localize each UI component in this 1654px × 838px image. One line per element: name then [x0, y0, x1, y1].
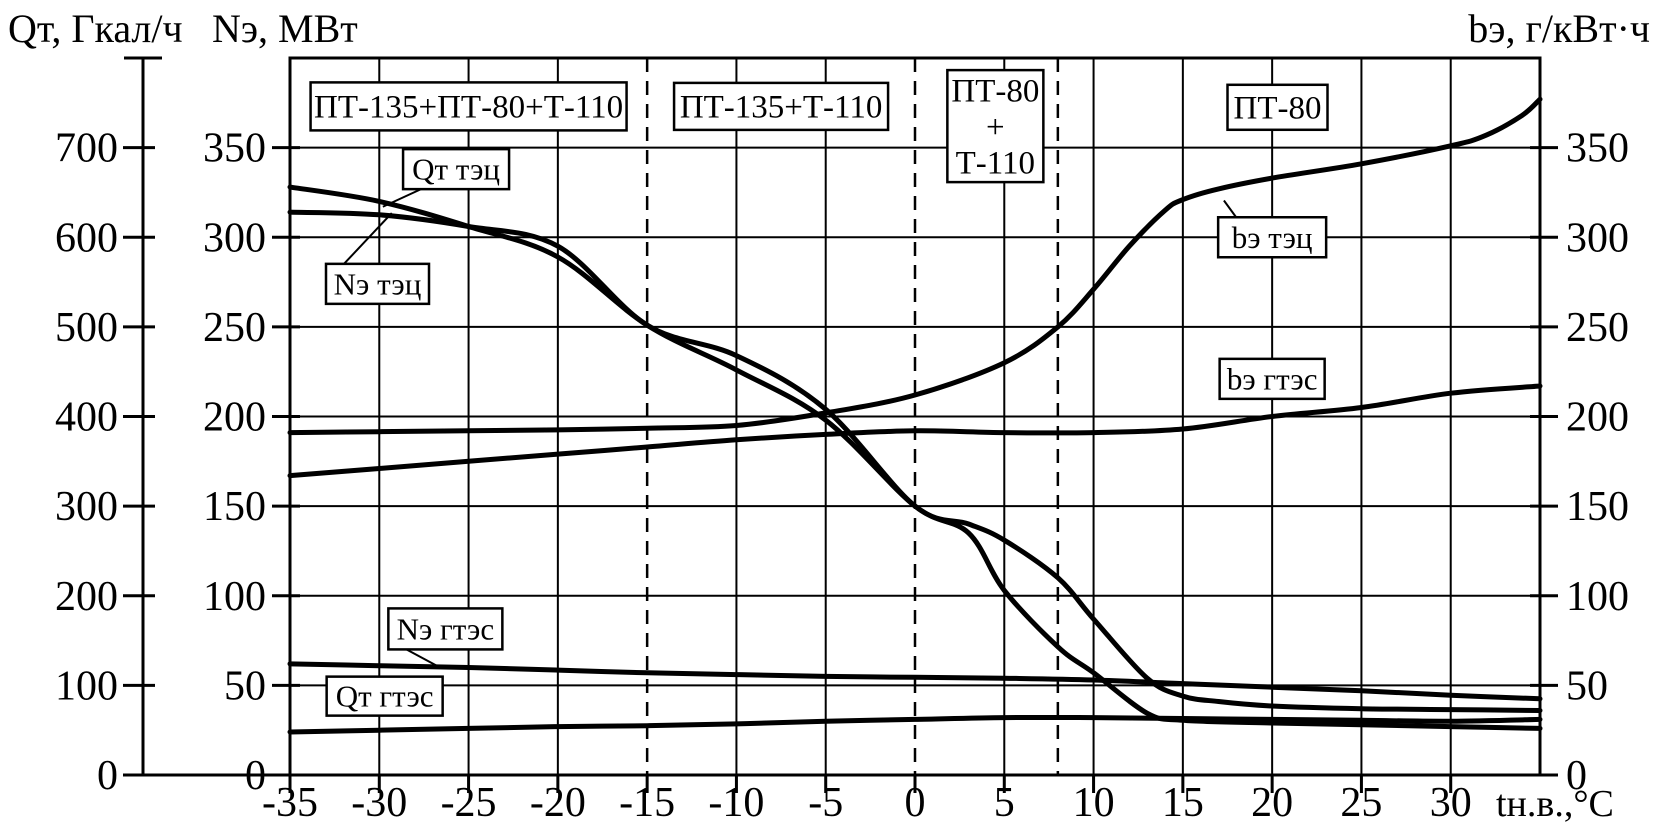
curve-label-ne-gtes-box	[387, 607, 504, 651]
x-axis-tick-label: -25	[441, 780, 497, 826]
heat-axis-tick-label: 400	[55, 395, 118, 441]
x-axis-tick-label: 25	[1340, 780, 1382, 826]
region-label-r1-text: ПТ-135+ПТ-80+Т-110	[314, 90, 623, 126]
curve-ne-gtes	[287, 661, 1543, 702]
label-leader-line	[382, 188, 422, 208]
rate-axis-tick-label: 350	[1566, 126, 1629, 172]
x-axis-tick-label: -35	[262, 780, 318, 826]
x-axis-tick-label: 30	[1430, 780, 1472, 826]
power-axis-tick-label: 0	[245, 753, 266, 799]
x-axis-title: tн.в.,°C	[1496, 783, 1614, 825]
curve-be-gtes	[287, 383, 1543, 479]
x-axis-tick-label: 15	[1162, 780, 1204, 826]
curve-label-be-tec-text: bэ тэц	[1232, 220, 1313, 255]
curve-label-qt-tec-box	[401, 147, 511, 191]
power-axis-tick-label: 350	[203, 126, 266, 172]
x-axis-tick-label: -5	[808, 780, 843, 826]
rate-axis-tick-label: 200	[1566, 395, 1629, 441]
curve-be-tec	[287, 96, 1543, 436]
heat-axis-tick-label: 600	[55, 215, 118, 261]
region-label-r2-text: ПТ-135+Т-110	[680, 90, 883, 126]
curve-qt-gtes	[287, 714, 1543, 735]
rate-axis-tick-label: 300	[1566, 215, 1629, 261]
heat-axis-tick-label: 300	[55, 484, 118, 530]
curve-label-be-gtes-box	[1218, 357, 1326, 401]
x-axis-tick-label: -10	[708, 780, 764, 826]
curve-label-ne-tec-text: Nэ тэц	[334, 266, 422, 301]
x-axis-tick-label: 20	[1251, 780, 1293, 826]
rate-axis-tick-label: 150	[1566, 484, 1629, 530]
rate-axis-tick-label: 250	[1566, 305, 1629, 351]
region-label-r3-box	[946, 68, 1045, 184]
power-axis-tick-label: 50	[224, 663, 266, 709]
rate-axis-tick-label: 0	[1566, 753, 1587, 799]
heat-axis-title: Qт, Гкал/ч	[8, 6, 183, 51]
power-axis-tick-label: 300	[203, 215, 266, 261]
curve-label-qt-gtes-box	[325, 675, 444, 717]
heat-axis-tick-label: 500	[55, 305, 118, 351]
x-axis-tick-label: 5	[994, 780, 1015, 826]
rate-axis-tick-label: 100	[1566, 574, 1629, 620]
x-axis-tick-label: -20	[530, 780, 586, 826]
heat-axis-tick-label: 700	[55, 126, 118, 172]
region-label-r4-box	[1226, 83, 1329, 132]
region-label-r3-text: +	[986, 109, 1005, 145]
curve-label-qt-tec-text: Qт тэц	[412, 152, 500, 187]
region-label-r2-box	[672, 81, 890, 132]
power-axis-tick-label: 200	[203, 395, 266, 441]
curve-label-ne-tec-box	[324, 262, 431, 306]
x-axis-tick-label: 0	[905, 780, 926, 826]
x-axis-tick-label: -30	[351, 780, 407, 826]
plot-area: 0100200300400500600700050100150200250300…	[55, 56, 1629, 826]
curve-label-qt-gtes-text: Qт гтэс	[336, 679, 434, 714]
rate-axis-tick-label: 50	[1566, 663, 1608, 709]
label-leader-line	[405, 648, 439, 668]
region-label-r4-text: ПТ-80	[1234, 91, 1322, 127]
rate-axis-title: bэ, г/кВт·ч	[1468, 6, 1650, 51]
power-axis-tick-label: 100	[203, 574, 266, 620]
heat-axis-tick-label: 200	[55, 574, 118, 620]
x-axis-tick-label: 10	[1073, 780, 1115, 826]
heat-axis-tick-label: 0	[97, 753, 118, 799]
region-label-r3-text: ПТ-80	[951, 73, 1039, 109]
curve-label-be-tec-box	[1216, 216, 1328, 259]
label-leader-line	[343, 212, 393, 265]
x-axis-tick-label: -15	[619, 780, 675, 826]
region-label-r1-box	[309, 81, 628, 132]
curve-label-be-gtes-text: bэ гтэс	[1227, 361, 1318, 396]
power-axis-tick-label: 150	[203, 484, 266, 530]
region-label-r3-text: Т-110	[956, 145, 1035, 181]
heat-axis-tick-label: 100	[55, 663, 118, 709]
curve-label-ne-gtes-text: Nэ гтэс	[397, 611, 495, 646]
curve-qt-tec	[287, 184, 1543, 731]
label-leader-line	[1223, 199, 1237, 218]
curve-ne-tec	[287, 209, 1543, 713]
power-axis-tick-label: 250	[203, 305, 266, 351]
power-axis-title: Nэ, МВт	[212, 6, 358, 51]
